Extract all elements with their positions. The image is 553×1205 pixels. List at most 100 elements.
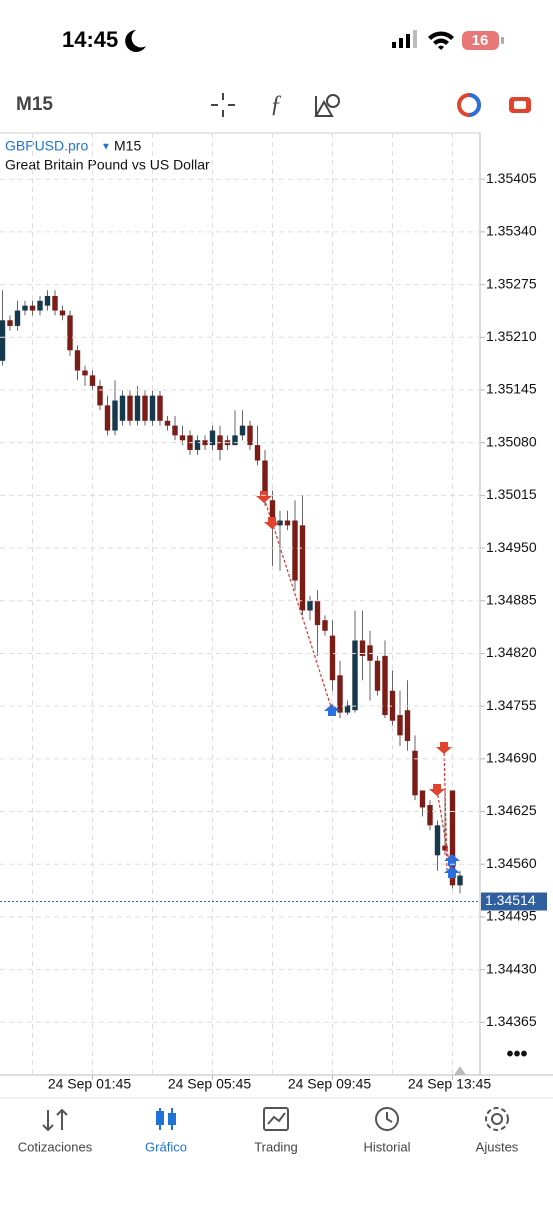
candle-body: [14, 310, 21, 326]
objects-button[interactable]: [314, 94, 340, 117]
timeframe-button[interactable]: M15: [16, 94, 53, 115]
candle-body: [22, 305, 28, 311]
x-tick-label: 24 Sep 09:45: [288, 1076, 372, 1092]
battery-level: 16: [472, 32, 489, 49]
battery-tip: [501, 37, 504, 44]
candle-body: [209, 430, 216, 446]
indicators-button[interactable]: ƒ: [270, 92, 282, 118]
candle-body: [29, 305, 36, 311]
y-tick-label: 1.34950: [486, 539, 537, 555]
y-tick-label: 1.35145: [486, 381, 537, 397]
candle-body: [412, 750, 418, 796]
candle-body: [434, 825, 441, 856]
candle-body: [52, 295, 58, 311]
candle-body: [292, 520, 298, 581]
candle-body: [134, 395, 141, 421]
nav-tab[interactable]: Historial: [364, 1139, 411, 1154]
candle-body: [104, 405, 111, 431]
candle-body: [254, 445, 261, 461]
signal-icon: [392, 30, 417, 48]
candle-body: [97, 385, 103, 406]
candle-body: [457, 875, 463, 886]
y-tick-label: 1.35340: [486, 223, 537, 239]
nav-icons: [42, 1107, 509, 1132]
y-tick-label: 1.34755: [486, 697, 537, 713]
candle-body: [299, 525, 306, 611]
candle-body: [322, 620, 328, 631]
x-tick-label: 24 Sep 05:45: [168, 1076, 252, 1092]
candle-body: [427, 805, 433, 826]
candle-body: [307, 600, 313, 611]
x-tick-label: 24 Sep 13:45: [408, 1076, 492, 1092]
candle-body: [344, 705, 351, 713]
crosshair-button[interactable]: [211, 93, 235, 117]
candle-body: [374, 660, 381, 691]
candle-body: [67, 315, 73, 351]
current-price-box: [481, 892, 547, 911]
trade-markers: [263, 497, 453, 881]
candle-body: [389, 690, 396, 721]
nav-tab[interactable]: Ajustes: [476, 1139, 519, 1154]
candle-body: [59, 310, 66, 316]
candle-body: [262, 460, 268, 496]
y-tick-label: 1.34690: [486, 750, 537, 766]
candle-body: [419, 790, 426, 808]
y-tick-label: 1.35210: [486, 328, 537, 344]
candle-body: [314, 600, 321, 626]
battery: [462, 31, 499, 50]
symbol-dropdown[interactable]: ▼: [101, 142, 111, 153]
y-tick-label: 1.34820: [486, 644, 537, 660]
candle-body: [277, 520, 283, 526]
candle-body: [37, 300, 43, 311]
symbol-name[interactable]: GBPUSD.pro: [5, 138, 88, 154]
y-tick-label: 1.35015: [486, 486, 537, 502]
candle-body: [442, 845, 448, 851]
sell-arrows: [256, 491, 452, 796]
candle-body: [239, 425, 246, 436]
candle-body: [202, 440, 208, 446]
status-time: 14:45: [62, 27, 118, 52]
candle-body: [404, 710, 411, 742]
y-tick-label: 1.34365: [486, 1013, 537, 1029]
nav-tab[interactable]: Trading: [254, 1139, 298, 1154]
trade-button-inner: [514, 101, 526, 109]
candle-body: [247, 425, 253, 446]
current-price-label: 1.34514: [485, 892, 536, 908]
candle-body: [7, 320, 13, 326]
y-tick-label: 1.34885: [486, 591, 537, 607]
y-tick-label: 1.34625: [486, 802, 537, 818]
candle-body: [164, 420, 171, 426]
candle-body: [269, 500, 276, 526]
plot-area: [0, 133, 463, 1075]
candle-body: [127, 395, 133, 421]
nav-tab[interactable]: Cotizaciones: [18, 1139, 93, 1154]
y-tick-label: 1.34430: [486, 960, 537, 976]
candle-body: [329, 635, 336, 681]
candle-body: [359, 640, 366, 656]
chart-timeframe: M15: [114, 138, 141, 154]
candle-body: [112, 400, 118, 431]
candle-body: [232, 435, 238, 446]
candle-body: [74, 350, 81, 371]
y-tick-label: 1.35405: [486, 170, 537, 186]
buy-arrows: [324, 704, 460, 878]
x-tick-label: 24 Sep 01:45: [48, 1076, 132, 1092]
one-click-half: [468, 93, 481, 117]
candle-body: [179, 435, 186, 441]
scroll-marker[interactable]: [454, 1066, 466, 1075]
candle-body: [194, 440, 201, 450]
y-tick-label: 1.34495: [486, 908, 537, 924]
y-tick-label: 1.35080: [486, 433, 537, 449]
candle-body: [157, 395, 163, 421]
candle-body: [397, 715, 403, 736]
moon-icon: [125, 30, 146, 52]
candle-body: [352, 640, 358, 711]
candle-body: [142, 395, 148, 421]
candle-body: [119, 395, 126, 421]
y-tick-label: 1.34560: [486, 855, 537, 871]
candle-body: [82, 370, 88, 376]
nav-tab[interactable]: Gráfico: [145, 1139, 187, 1154]
more-button[interactable]: •••: [506, 1043, 527, 1065]
